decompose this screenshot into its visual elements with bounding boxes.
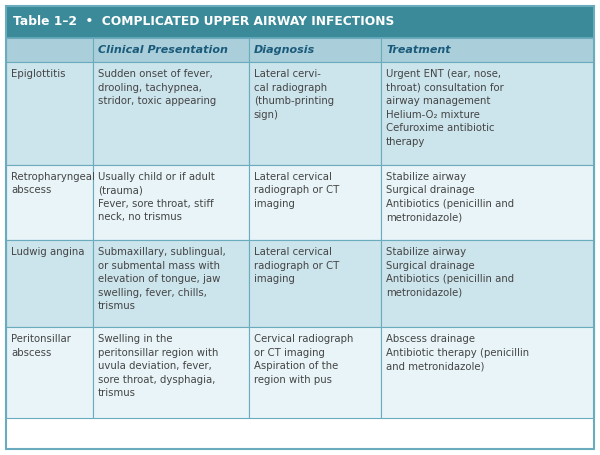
Text: radiograph or CT: radiograph or CT xyxy=(254,185,339,195)
Bar xyxy=(93,165,249,240)
Text: or submental mass with: or submental mass with xyxy=(98,261,220,271)
Text: Usually child or if adult: Usually child or if adult xyxy=(98,172,215,182)
Text: throat) consultation for: throat) consultation for xyxy=(386,83,504,93)
Text: sore throat, dysphagia,: sore throat, dysphagia, xyxy=(98,374,215,384)
Text: drooling, tachypnea,: drooling, tachypnea, xyxy=(98,83,202,93)
Bar xyxy=(381,327,594,418)
Text: cal radiograph: cal radiograph xyxy=(254,83,327,93)
Bar xyxy=(381,38,594,62)
Bar xyxy=(93,62,249,165)
Text: Retropharyngeal: Retropharyngeal xyxy=(11,172,95,182)
Text: (trauma): (trauma) xyxy=(98,185,143,195)
Bar xyxy=(6,62,93,165)
Text: Sudden onset of fever,: Sudden onset of fever, xyxy=(98,69,213,79)
Text: Helium-O₂ mixture: Helium-O₂ mixture xyxy=(386,110,480,120)
Text: region with pus: region with pus xyxy=(254,374,332,384)
Text: Peritonsillar: Peritonsillar xyxy=(11,334,71,344)
Bar xyxy=(381,62,594,165)
Text: Swelling in the: Swelling in the xyxy=(98,334,173,344)
Text: (thumb-printing: (thumb-printing xyxy=(254,96,334,106)
Bar xyxy=(249,62,381,165)
Bar xyxy=(6,38,93,62)
Bar xyxy=(249,327,381,418)
Text: elevation of tongue, jaw: elevation of tongue, jaw xyxy=(98,274,220,284)
Text: metronidazole): metronidazole) xyxy=(386,212,463,222)
Text: uvula deviation, fever,: uvula deviation, fever, xyxy=(98,361,212,371)
Text: therapy: therapy xyxy=(386,137,425,147)
Text: and metronidazole): and metronidazole) xyxy=(386,361,485,371)
Text: neck, no trismus: neck, no trismus xyxy=(98,212,182,222)
Text: Cefuroxime antibiotic: Cefuroxime antibiotic xyxy=(386,123,494,133)
Text: Aspiration of the: Aspiration of the xyxy=(254,361,338,371)
Text: Lateral cervical: Lateral cervical xyxy=(254,247,332,257)
Text: Cervical radiograph: Cervical radiograph xyxy=(254,334,353,344)
Bar xyxy=(6,240,93,327)
Text: sign): sign) xyxy=(254,110,279,120)
Text: or CT imaging: or CT imaging xyxy=(254,348,325,358)
Text: metronidazole): metronidazole) xyxy=(386,288,463,298)
Text: stridor, toxic appearing: stridor, toxic appearing xyxy=(98,96,216,106)
Bar xyxy=(93,38,249,62)
Bar xyxy=(381,240,594,327)
Text: swelling, fever, chills,: swelling, fever, chills, xyxy=(98,288,207,298)
Text: Antibiotic therapy (penicillin: Antibiotic therapy (penicillin xyxy=(386,348,529,358)
Bar xyxy=(381,165,594,240)
Text: Diagnosis: Diagnosis xyxy=(254,45,315,55)
Text: peritonsillar region with: peritonsillar region with xyxy=(98,348,218,358)
Text: Submaxillary, sublingual,: Submaxillary, sublingual, xyxy=(98,247,226,257)
Text: imaging: imaging xyxy=(254,199,295,209)
Bar xyxy=(6,6,594,38)
Text: trismus: trismus xyxy=(98,388,136,398)
Bar xyxy=(249,38,381,62)
Bar xyxy=(93,327,249,418)
Text: Lateral cervical: Lateral cervical xyxy=(254,172,332,182)
Text: Surgical drainage: Surgical drainage xyxy=(386,261,475,271)
Text: Table 1–2  •  COMPLICATED UPPER AIRWAY INFECTIONS: Table 1–2 • COMPLICATED UPPER AIRWAY INF… xyxy=(13,15,394,28)
Text: Clinical Presentation: Clinical Presentation xyxy=(98,45,228,55)
Text: Antibiotics (penicillin and: Antibiotics (penicillin and xyxy=(386,274,514,284)
Text: Stabilize airway: Stabilize airway xyxy=(386,247,466,257)
Text: Antibiotics (penicillin and: Antibiotics (penicillin and xyxy=(386,199,514,209)
Text: Epiglottitis: Epiglottitis xyxy=(11,69,65,79)
Text: abscess: abscess xyxy=(11,348,52,358)
Bar xyxy=(6,165,93,240)
Text: Treatment: Treatment xyxy=(386,45,451,55)
Text: Lateral cervi-: Lateral cervi- xyxy=(254,69,321,79)
Text: Surgical drainage: Surgical drainage xyxy=(386,185,475,195)
Bar xyxy=(93,240,249,327)
Bar xyxy=(6,327,93,418)
Text: Urgent ENT (ear, nose,: Urgent ENT (ear, nose, xyxy=(386,69,501,79)
Text: abscess: abscess xyxy=(11,185,52,195)
Bar xyxy=(249,240,381,327)
Text: Stabilize airway: Stabilize airway xyxy=(386,172,466,182)
Text: Fever, sore throat, stiff: Fever, sore throat, stiff xyxy=(98,199,214,209)
Text: airway management: airway management xyxy=(386,96,491,106)
Text: Abscess drainage: Abscess drainage xyxy=(386,334,475,344)
Text: trismus: trismus xyxy=(98,301,136,311)
Text: imaging: imaging xyxy=(254,274,295,284)
Text: Ludwig angina: Ludwig angina xyxy=(11,247,85,257)
Text: radiograph or CT: radiograph or CT xyxy=(254,261,339,271)
Bar xyxy=(249,165,381,240)
